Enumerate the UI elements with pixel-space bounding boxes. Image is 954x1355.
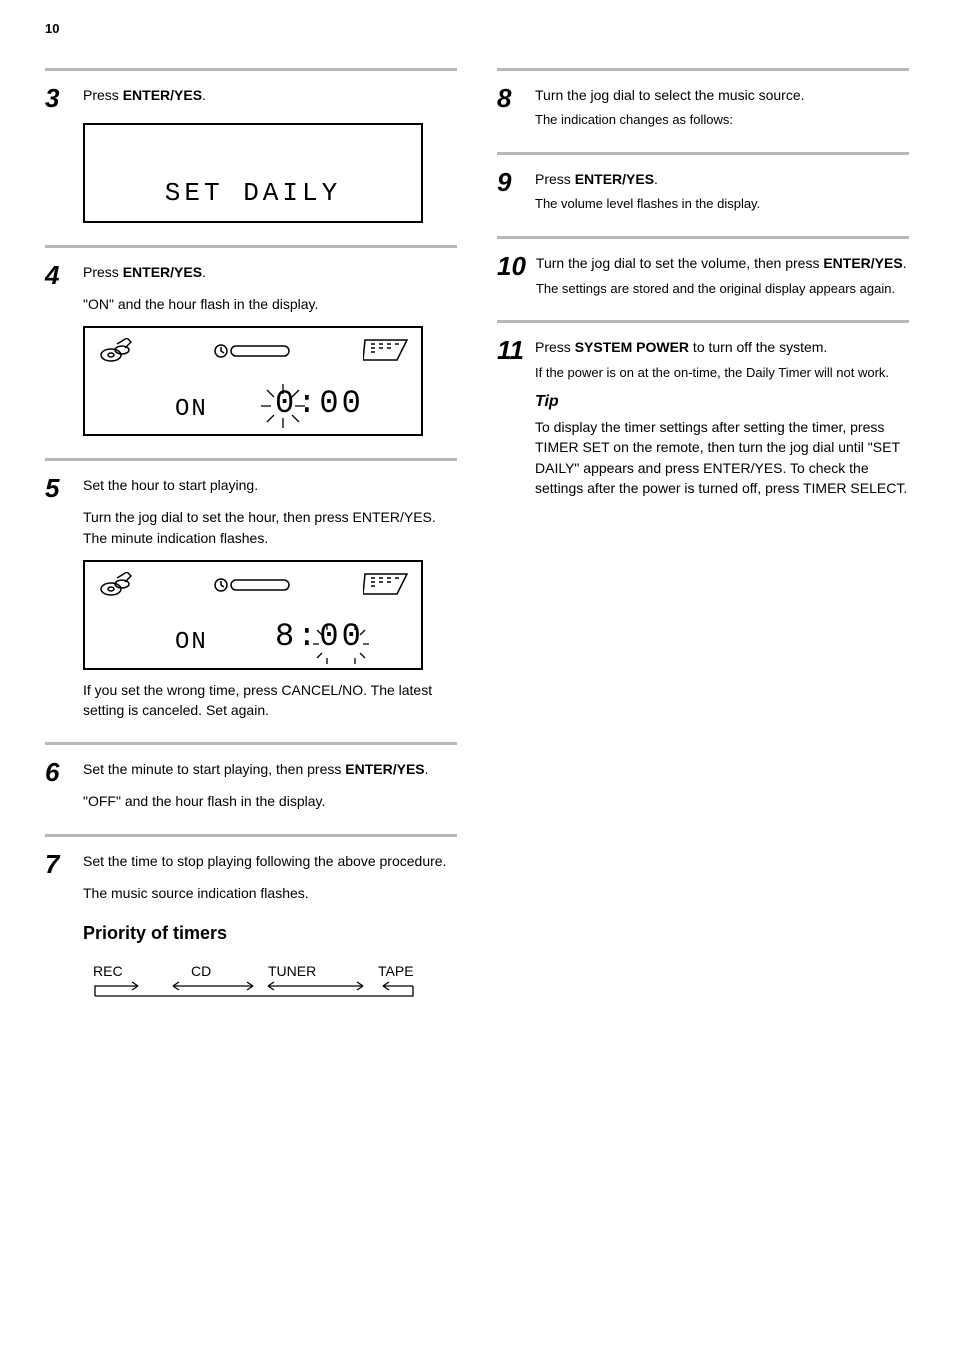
lcd-icon-row: [97, 570, 409, 600]
step-3: 3 Press ENTER/YES. SET DAILY: [45, 68, 457, 223]
speaker-icon: [363, 338, 409, 364]
lcd-on-label: ON: [175, 393, 208, 427]
step-11: 11 Press SYSTEM POWER to turn off the sy…: [497, 320, 909, 498]
tip-text: To display the timer settings after sett…: [535, 417, 909, 498]
step-instruction: Press ENTER/YES.The volume level flashes…: [535, 169, 909, 214]
step-10: 10 Turn the jog dial to set the volume, …: [497, 236, 909, 298]
divider: [497, 320, 909, 323]
step-header: 3 Press ENTER/YES.: [45, 85, 457, 111]
clock-bar-icon: [213, 576, 293, 594]
step-number: 9: [497, 169, 525, 195]
step-number: 4: [45, 262, 73, 288]
priority-item-rec: REC: [93, 963, 123, 979]
step-6: 6 Set the minute to start playing, then …: [45, 742, 457, 811]
flash-indicator-icon: [313, 624, 369, 664]
step-instruction: Press ENTER/YES.: [83, 85, 457, 105]
step-header: 11 Press SYSTEM POWER to turn off the sy…: [497, 337, 909, 382]
step-8: 8 Turn the jog dial to select the music …: [497, 68, 909, 130]
divider: [45, 245, 457, 248]
step-number: 7: [45, 851, 73, 877]
step-instruction: Turn the jog dial to set the volume, the…: [536, 253, 909, 298]
cd-icon: [97, 338, 143, 364]
priority-diagram: REC CD TUNER TAPE: [83, 956, 423, 1016]
divider: [497, 68, 909, 71]
priority-item-cd: CD: [191, 963, 211, 979]
step-instruction: Set the hour to start playing.: [83, 475, 457, 495]
step-detail: The music source indication flashes.: [45, 883, 457, 903]
two-column-layout: 3 Press ENTER/YES. SET DAILY 4 Press ENT…: [45, 60, 909, 1038]
lcd-display-wrap: SET DAILY: [45, 123, 457, 223]
priority-heading: Priority of timers: [83, 921, 457, 946]
clock-bar-icon: [213, 342, 293, 360]
step-9: 9 Press ENTER/YES.The volume level flash…: [497, 152, 909, 214]
lcd-main-text: SET DAILY: [85, 175, 421, 211]
divider: [497, 236, 909, 239]
lcd-display-wrap: ON 0:00: [45, 326, 457, 436]
speaker-icon: [363, 572, 409, 598]
lcd-on-label: ON: [175, 626, 208, 660]
lcd-icon-row: [97, 336, 409, 366]
divider: [497, 152, 909, 155]
lcd-display: ON 8:00: [83, 560, 423, 670]
step-instruction: Press SYSTEM POWER to turn off the syste…: [535, 337, 909, 382]
step-instruction: Turn the jog dial to select the music so…: [535, 85, 909, 130]
step-number: 10: [497, 253, 526, 279]
step-header: 5 Set the hour to start playing.: [45, 475, 457, 501]
step-header: 6 Set the minute to start playing, then …: [45, 759, 457, 785]
step-number: 8: [497, 85, 525, 111]
cd-icon: [97, 572, 143, 598]
tip-heading: Tip: [535, 391, 909, 413]
divider: [45, 834, 457, 837]
step-5: 5 Set the hour to start playing. Turn th…: [45, 458, 457, 720]
step-instruction: Press ENTER/YES.: [83, 262, 457, 282]
left-column: 3 Press ENTER/YES. SET DAILY 4 Press ENT…: [45, 60, 457, 1038]
step-detail: "OFF" and the hour flash in the display.: [45, 791, 457, 811]
priority-item-tuner: TUNER: [268, 963, 316, 979]
step-detail: "ON" and the hour flash in the display.: [45, 294, 457, 314]
priority-item-tape: TAPE: [378, 963, 414, 979]
step-header: 4 Press ENTER/YES.: [45, 262, 457, 288]
lcd-display: SET DAILY: [83, 123, 423, 223]
step-number: 11: [497, 337, 525, 363]
step-instruction: Set the time to stop playing following t…: [83, 851, 457, 871]
step-header: 10 Turn the jog dial to set the volume, …: [497, 253, 909, 298]
step-header: 7 Set the time to stop playing following…: [45, 851, 457, 877]
step-7: 7 Set the time to stop playing following…: [45, 834, 457, 1016]
step-number: 3: [45, 85, 73, 111]
divider: [45, 458, 457, 461]
right-column: 8 Turn the jog dial to select the music …: [497, 60, 909, 1038]
step-detail: Turn the jog dial to set the hour, then …: [45, 507, 457, 548]
step-instruction: Set the minute to start playing, then pr…: [83, 759, 457, 779]
flash-indicator-icon: [261, 384, 305, 428]
step-header: 8 Turn the jog dial to select the music …: [497, 85, 909, 130]
step-note: If you set the wrong time, press CANCEL/…: [45, 680, 457, 721]
page-number: 10: [45, 20, 59, 38]
lcd-display: ON 0:00: [83, 326, 423, 436]
step-header: 9 Press ENTER/YES.The volume level flash…: [497, 169, 909, 214]
divider: [45, 68, 457, 71]
step-number: 5: [45, 475, 73, 501]
step-4: 4 Press ENTER/YES. "ON" and the hour fla…: [45, 245, 457, 436]
divider: [45, 742, 457, 745]
lcd-display-wrap: ON 8:00: [45, 560, 457, 670]
step-number: 6: [45, 759, 73, 785]
